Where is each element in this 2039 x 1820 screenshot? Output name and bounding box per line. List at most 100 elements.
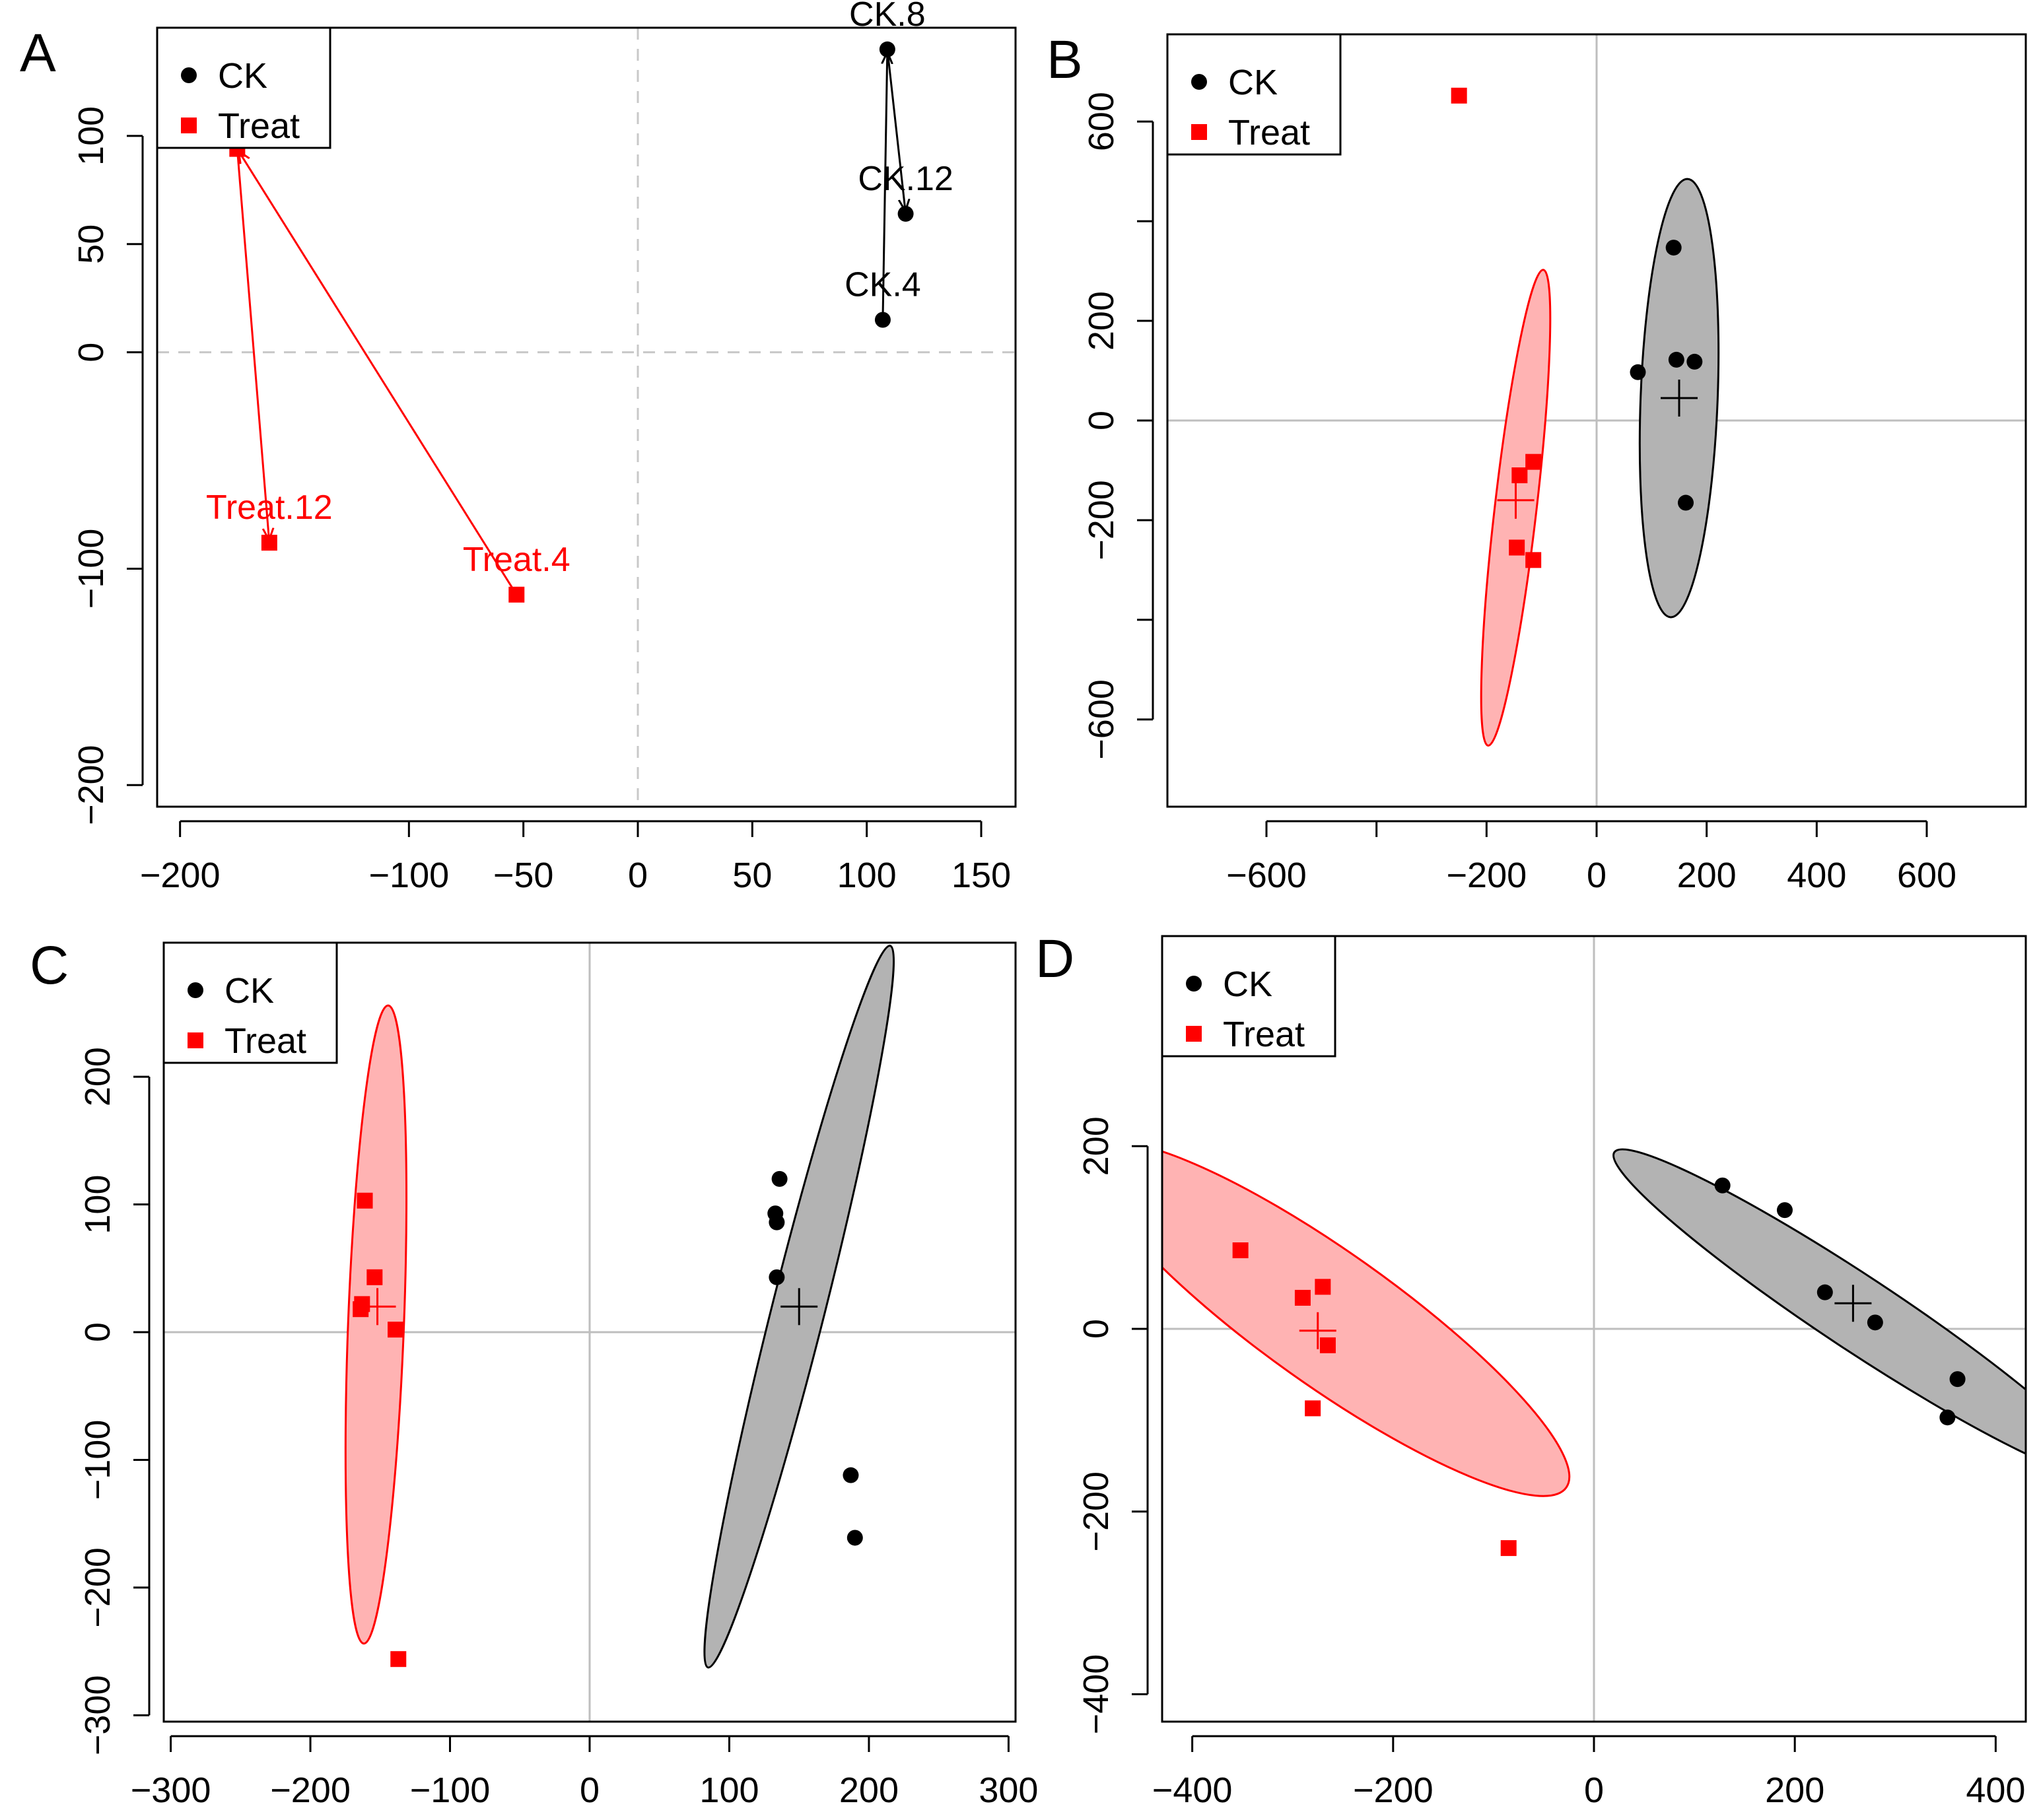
legend-treat-marker xyxy=(181,118,197,133)
ck-point xyxy=(1686,353,1703,370)
y-tick-label: 0 xyxy=(78,1322,118,1342)
x-axis: −200 −100 −50 0 50 100 150 xyxy=(140,820,1011,895)
legend-label: CK xyxy=(218,56,267,96)
ck-point xyxy=(1668,351,1684,368)
y-tick-label: −600 xyxy=(1082,679,1121,760)
treat-point xyxy=(1319,1337,1336,1353)
x-tick-label: 100 xyxy=(837,856,897,895)
ck-point xyxy=(897,205,914,222)
x-tick-label: 200 xyxy=(839,1770,899,1810)
treat-point xyxy=(1305,1400,1321,1417)
x-tick-label: 0 xyxy=(1587,856,1607,895)
x-tick-label: −50 xyxy=(493,856,554,895)
y-axis: −400 −200 0 200 xyxy=(1076,1116,1149,1735)
x-tick-label: −200 xyxy=(1353,1770,1434,1810)
y-tick-label: 0 xyxy=(1082,411,1121,430)
legend-label: Treat xyxy=(225,1021,306,1061)
y-tick-label: 200 xyxy=(1076,1116,1116,1176)
legend-label: CK xyxy=(225,971,274,1011)
x-tick-label: −100 xyxy=(369,856,450,895)
treat-point xyxy=(353,1301,369,1318)
legend-ck-marker xyxy=(1191,74,1207,90)
plot-frame xyxy=(1166,33,2027,808)
treat-point xyxy=(1525,454,1542,470)
ck-point xyxy=(1949,1371,1966,1388)
ck-point xyxy=(1678,494,1694,511)
point-label: CK.4 xyxy=(845,266,921,304)
legend-treat-marker xyxy=(1186,1026,1202,1042)
y-tick-label: −400 xyxy=(1076,1654,1116,1735)
point-label: Treat.12 xyxy=(206,489,333,527)
y-tick-label: −100 xyxy=(71,529,111,609)
ck-point xyxy=(1816,1284,1833,1300)
legend-treat-marker xyxy=(1191,124,1207,140)
treat-point xyxy=(1294,1289,1311,1306)
plot-area xyxy=(1167,34,2026,807)
treat-point xyxy=(390,1651,407,1668)
legend-label: Treat xyxy=(218,106,300,146)
panel-label: A xyxy=(20,23,56,83)
y-axis: −600 −200 0 200 600 xyxy=(1082,92,1154,760)
x-tick-label: 400 xyxy=(1787,856,1846,895)
ck-point xyxy=(1630,364,1646,380)
y-tick-label: 200 xyxy=(1082,291,1121,351)
arrow-CK.4-to-CK.8 xyxy=(883,52,887,320)
panel-label: C xyxy=(30,935,69,995)
x-tick-label: 0 xyxy=(1584,1770,1604,1810)
legend-label: Treat xyxy=(1228,113,1310,152)
ck-point xyxy=(769,1214,785,1230)
x-tick-label: 50 xyxy=(732,856,772,895)
legend-label: CK xyxy=(1223,964,1272,1004)
y-tick-label: −200 xyxy=(78,1547,118,1628)
ck-point xyxy=(847,1530,863,1546)
y-tick-label: −200 xyxy=(1076,1471,1116,1552)
arrow-Treat.8-to-Treat.12 xyxy=(236,149,269,541)
x-tick-label: −200 xyxy=(270,1770,351,1810)
treat-point xyxy=(366,1269,383,1285)
ck-point xyxy=(1665,240,1682,256)
ck-point xyxy=(1714,1177,1731,1194)
x-axis: −300 −200 −100 0 100 200 300 xyxy=(131,1735,1038,1810)
plot-area xyxy=(157,28,1016,807)
x-tick-label: 300 xyxy=(979,1770,1038,1810)
x-axis: −600 −200 0 200 400 600 xyxy=(1226,820,1956,895)
legend-ck-marker xyxy=(1186,976,1202,992)
y-tick-label: 0 xyxy=(71,343,111,362)
x-tick-label: −400 xyxy=(1152,1770,1233,1810)
x-tick-label: 0 xyxy=(580,1770,600,1810)
ck-point xyxy=(771,1170,788,1187)
y-tick-label: 200 xyxy=(78,1047,118,1106)
x-tick-label: 600 xyxy=(1897,856,1956,895)
legend: CK Treat xyxy=(156,26,331,149)
panel-c: −300 −200 −100 0 100 200 300 −300 −200 −100 0 100 20… xyxy=(30,935,1038,1810)
panel-b: −600 −200 0 200 400 600 −600 −200 0 200 600 CK Treat… xyxy=(1047,30,2027,895)
ck-point xyxy=(1776,1202,1793,1219)
panel-label: D xyxy=(1035,929,1074,989)
x-axis: −400 −200 0 200 400 xyxy=(1152,1735,2025,1810)
legend: CK Treat xyxy=(1166,33,1342,156)
y-tick-label: −200 xyxy=(1082,480,1121,560)
y-tick-label: 100 xyxy=(78,1175,118,1234)
y-tick-label: −200 xyxy=(71,745,111,825)
treat-point xyxy=(261,535,277,551)
y-tick-label: −100 xyxy=(78,1420,118,1500)
y-tick-label: −300 xyxy=(78,1675,118,1756)
x-tick-label: 200 xyxy=(1765,1770,1824,1810)
treat-point xyxy=(1509,539,1525,556)
treat-point xyxy=(1525,552,1542,568)
arrow-Treat.4-to-Treat.8 xyxy=(238,151,518,595)
plot-frame xyxy=(156,26,1017,808)
treat-point xyxy=(1500,1540,1517,1557)
treat-point xyxy=(1232,1242,1249,1258)
treat-point xyxy=(508,586,525,603)
treat-point xyxy=(357,1192,373,1209)
y-axis: −300 −200 −100 0 100 200 xyxy=(78,1047,151,1756)
y-axis: −200 −100 0 50 100 xyxy=(71,106,144,825)
plot-area xyxy=(1162,936,2026,1722)
x-tick-label: −100 xyxy=(410,1770,491,1810)
legend: CK Treat xyxy=(162,941,338,1064)
legend-treat-marker xyxy=(188,1032,203,1048)
arrow-CK.8-to-CK.12 xyxy=(886,49,905,211)
ck-point xyxy=(879,41,895,57)
